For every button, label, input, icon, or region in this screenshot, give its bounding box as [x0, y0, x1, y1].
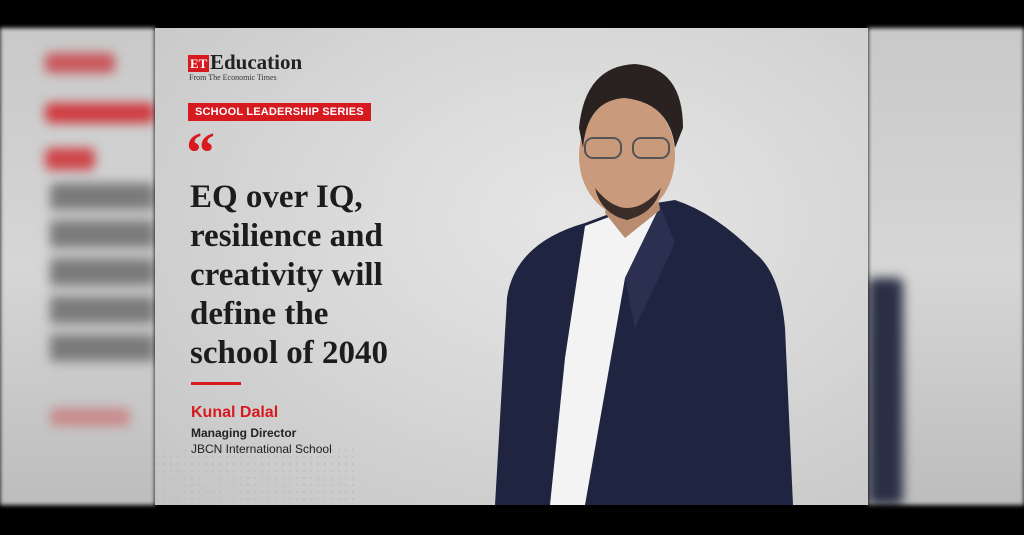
article-card: ET Education From The Economic Times SCH…: [155, 28, 868, 505]
blurred-backdrop-right: [868, 28, 1024, 505]
person-name: Kunal Dalal: [191, 404, 279, 421]
quote-line: EQ over IQ,: [190, 179, 363, 215]
brand-tagline: From The Economic Times: [189, 73, 277, 82]
quote-mark: “: [186, 120, 215, 185]
quote: EQ over IQ, resilience and creativity will…: [190, 178, 388, 373]
quote-line: resilience and: [190, 218, 383, 254]
quote-line: creativity will: [190, 257, 383, 293]
person-organization: JBCN International School: [191, 442, 332, 456]
brand-name: Education: [210, 50, 303, 74]
quote-line: define the: [190, 296, 329, 332]
quote-line: school of 2040: [190, 335, 388, 371]
blurred-backdrop-left: [0, 28, 155, 505]
portrait: [155, 64, 793, 505]
divider: [191, 382, 241, 385]
brand-mark: ET: [188, 55, 210, 72]
series-label: SCHOOL LEADERSHIP SERIES: [188, 103, 371, 121]
person-role: Managing Director: [191, 426, 297, 440]
